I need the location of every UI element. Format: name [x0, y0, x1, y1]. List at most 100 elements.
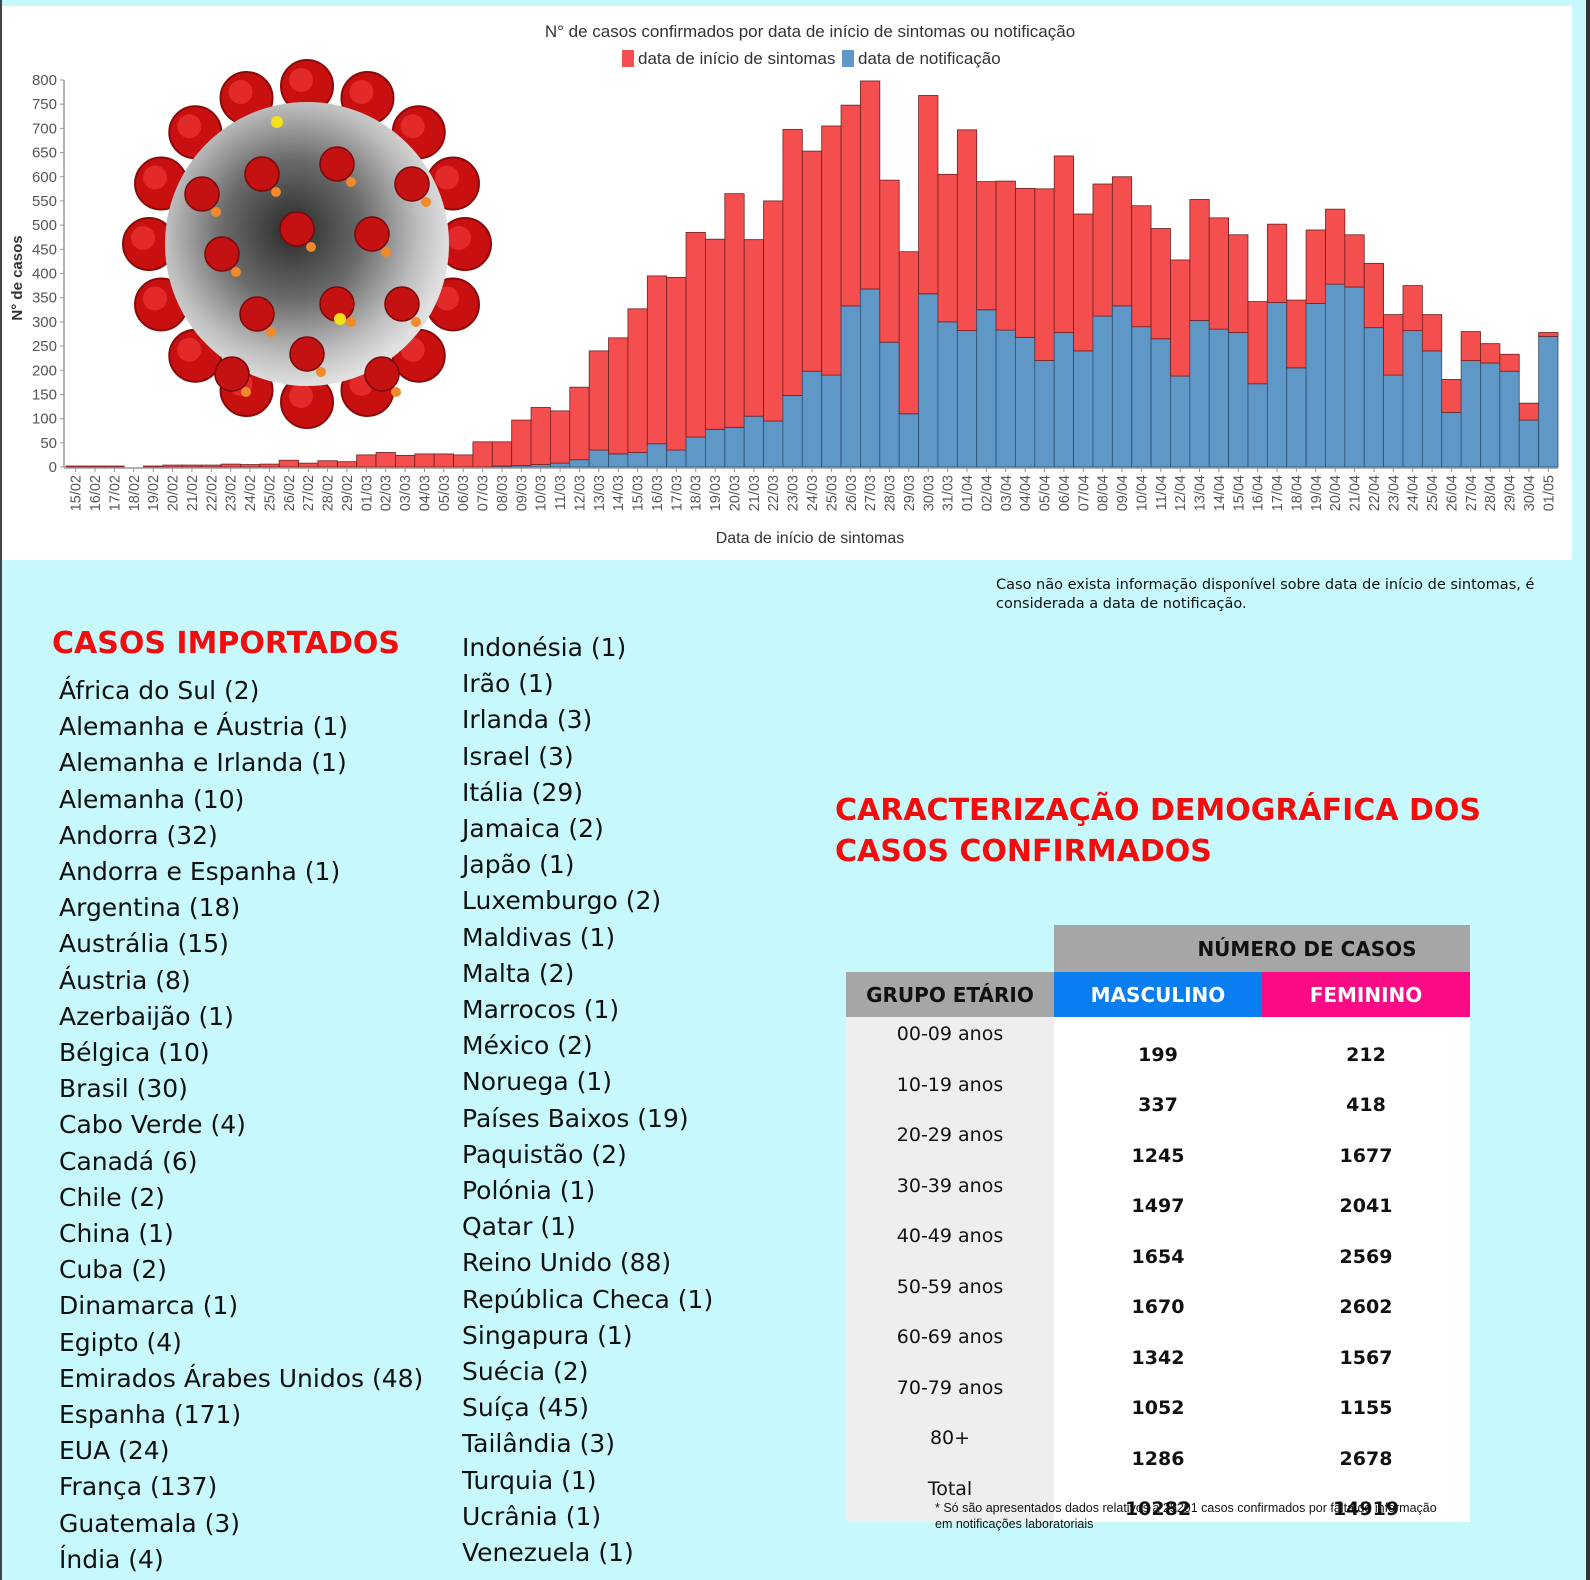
y-tick-label: 50 — [40, 435, 57, 452]
bar-sintomas — [995, 180, 1016, 331]
imported-country-item: Andorra e Espanha (1) — [59, 857, 341, 887]
bar-sintomas — [1150, 228, 1171, 340]
imported-country-item: Emirados Árabes Unidos (48) — [59, 1363, 424, 1393]
bar-sintomas — [821, 125, 842, 376]
x-tick-label: 18/04 — [1289, 475, 1305, 511]
x-tick-label: 12/03 — [572, 475, 588, 511]
bar-sintomas — [840, 104, 861, 307]
bar-notificacao — [569, 459, 590, 468]
x-tick-label: 10/03 — [534, 475, 550, 511]
x-tick-label: 21/03 — [747, 475, 763, 511]
imported-country-item: Turquia (1) — [462, 1465, 597, 1495]
bar-sintomas — [453, 454, 474, 468]
imported-country-item: Andorra (32) — [59, 820, 218, 850]
bar-notificacao — [685, 436, 706, 468]
x-tick-label: 26/02 — [282, 475, 298, 511]
bar-notificacao — [840, 305, 861, 468]
bar-sintomas — [569, 386, 590, 461]
imported-country-item: Egipto (4) — [59, 1327, 182, 1357]
bar-sintomas — [1325, 208, 1346, 285]
bar-sintomas — [375, 452, 396, 468]
imported-country-item: Países Baixos (19) — [462, 1103, 689, 1133]
x-tick-label: 04/03 — [417, 475, 433, 511]
x-tick-label: 10/04 — [1134, 475, 1150, 511]
age-group-cell: 20-29 anos — [846, 1118, 1054, 1169]
bar-notificacao — [1325, 283, 1346, 468]
bar-notificacao — [995, 329, 1016, 468]
female-count-cell: 2678 — [1262, 1421, 1470, 1472]
legend: data de início de sintomas data de notif… — [622, 49, 1001, 68]
bar-notificacao — [1111, 305, 1133, 468]
x-tick-label: 24/03 — [805, 475, 821, 511]
bar-sintomas — [976, 181, 997, 311]
x-tick-label: 07/03 — [476, 475, 492, 511]
bar-notificacao — [1073, 350, 1094, 468]
chart-note: Caso não exista informação disponível so… — [996, 577, 1535, 612]
bar-notificacao — [976, 309, 997, 468]
bar-sintomas — [1286, 299, 1307, 369]
female-count-cell: 212 — [1262, 1017, 1470, 1068]
bar-sintomas — [395, 454, 416, 468]
x-tick-label: 03/03 — [398, 475, 414, 511]
bar-sintomas — [763, 200, 784, 422]
bar-notificacao — [627, 452, 648, 468]
y-axis-label: N° de casos — [9, 235, 26, 320]
female-count-cell: 2602 — [1262, 1269, 1470, 1320]
x-tick-label: 30/03 — [921, 475, 937, 511]
x-tick-label: 30/04 — [1522, 475, 1538, 511]
bar-notificacao — [1460, 360, 1481, 468]
bar-sintomas — [259, 463, 280, 468]
x-tick-label: 18/02 — [127, 475, 143, 511]
bar-notificacao — [1499, 370, 1520, 468]
age-group-cell: 30-39 anos — [846, 1168, 1054, 1219]
male-count-cell: 199 — [1054, 1017, 1262, 1068]
header-age-group: GRUPO ETÁRIO — [846, 972, 1054, 1017]
demographics-title-line2: CASOS CONFIRMADOS — [835, 834, 1212, 869]
bar-sintomas — [491, 441, 513, 467]
x-tick-label: 08/03 — [495, 475, 511, 511]
x-tick-label: 23/02 — [224, 475, 240, 511]
demographics-footnote: * Só são apresentados dados relativos a … — [935, 1501, 1437, 1531]
bar-notificacao — [1015, 336, 1036, 468]
x-tick-label: 26/03 — [844, 475, 860, 511]
x-tick-label: 28/03 — [883, 475, 899, 511]
x-tick-label: 01/03 — [359, 475, 375, 511]
imported-country-item: Irão (1) — [462, 669, 554, 699]
x-tick-label: 25/03 — [824, 475, 840, 511]
x-tick-label: 13/04 — [1193, 475, 1209, 511]
imported-country-item: Índia (4) — [59, 1544, 164, 1574]
bar-sintomas — [414, 453, 435, 468]
bar-sintomas — [705, 238, 726, 430]
bar-sintomas — [724, 193, 745, 428]
chart-panel: N° de casos confirmados por data de iníc… — [0, 6, 1572, 560]
imported-country-item: Cabo Verde (4) — [59, 1110, 246, 1140]
bar-sintomas — [278, 459, 299, 468]
x-tick-label: 27/02 — [301, 475, 317, 511]
imported-country-item: México (2) — [462, 1031, 593, 1061]
frame-right-border — [1586, 0, 1590, 1580]
female-count-cell: 1155 — [1262, 1370, 1470, 1421]
bar-notificacao — [1480, 362, 1501, 468]
bar-notificacao — [1131, 326, 1152, 468]
imported-country-item: Singapura (1) — [462, 1320, 633, 1350]
bar-notificacao — [1092, 315, 1113, 468]
x-tick-label: 09/03 — [514, 475, 530, 511]
imported-country-item: Malta (2) — [462, 958, 575, 988]
y-tick-label: 150 — [32, 386, 57, 403]
imported-country-item: Cuba (2) — [59, 1255, 167, 1285]
imported-list-col2: Indonésia (1) Irão (1) Irlanda (3) Israel (… — [462, 630, 713, 1571]
bar-notificacao — [801, 370, 823, 468]
bar-sintomas — [1441, 379, 1462, 413]
demographics-row: 30-39 anos 1497 2041 — [846, 1168, 1470, 1219]
imported-country-item: Venezuela (1) — [462, 1538, 634, 1568]
bar-sintomas — [530, 407, 551, 465]
imported-country-item: Brasil (30) — [59, 1074, 188, 1104]
bar-notificacao — [879, 341, 900, 468]
x-tick-label: 16/03 — [650, 475, 666, 511]
x-tick-label: 22/04 — [1367, 475, 1383, 511]
bar-sintomas — [336, 461, 358, 468]
bar-sintomas — [898, 251, 919, 415]
x-tick-label: 23/04 — [1386, 475, 1402, 511]
imported-country-item: Azerbaijão (1) — [59, 1001, 234, 1031]
x-tick-label: 27/04 — [1464, 475, 1480, 511]
